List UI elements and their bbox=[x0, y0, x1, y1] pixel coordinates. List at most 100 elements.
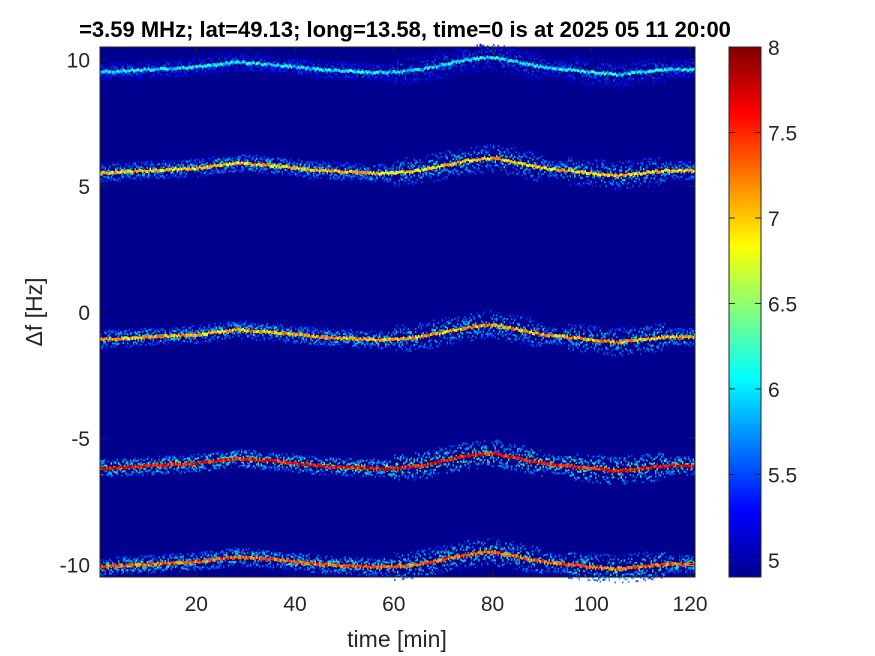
trace-core-pixel bbox=[425, 167, 427, 171]
trace-core-pixel bbox=[544, 66, 546, 70]
trace-pixel bbox=[293, 62, 295, 65]
trace-pixel bbox=[311, 160, 313, 163]
trace-pixel bbox=[586, 182, 588, 184]
trace-core-pixel bbox=[433, 166, 435, 170]
trace-pixel bbox=[679, 161, 681, 163]
trace-pixel bbox=[628, 85, 630, 88]
trace-pixel bbox=[442, 169, 444, 172]
trace-core-pixel bbox=[143, 335, 145, 339]
trace-pixel bbox=[218, 57, 220, 60]
trace-pixel bbox=[289, 60, 291, 63]
trace-pixel bbox=[385, 177, 387, 180]
trace-pixel bbox=[421, 64, 423, 67]
trace-pixel bbox=[236, 158, 238, 160]
trace-pixel bbox=[113, 342, 115, 345]
trace-core-pixel bbox=[449, 163, 451, 167]
trace-pixel bbox=[400, 177, 402, 180]
trace-pixel bbox=[607, 63, 609, 65]
trace-pixel bbox=[686, 166, 688, 168]
trace-pixel bbox=[461, 72, 463, 75]
trace-pixel bbox=[619, 83, 621, 86]
trace-pixel bbox=[508, 67, 510, 70]
trace-pixel bbox=[278, 157, 280, 160]
trace-core-pixel bbox=[356, 170, 358, 174]
trace-pixel bbox=[454, 73, 456, 76]
trace-pixel bbox=[455, 49, 457, 51]
trace-pixel bbox=[652, 174, 654, 176]
trace-pixel bbox=[113, 67, 115, 69]
trace-pixel bbox=[157, 177, 159, 180]
trace-core-pixel bbox=[185, 67, 187, 70]
trace-core-pixel bbox=[515, 59, 517, 63]
trace-pixel bbox=[428, 174, 430, 177]
trace-pixel bbox=[550, 74, 552, 77]
trace-pixel bbox=[460, 149, 462, 152]
trace-pixel bbox=[250, 164, 252, 167]
trace-core-pixel bbox=[362, 70, 364, 74]
trace-core-pixel bbox=[550, 168, 552, 172]
trace-pixel bbox=[580, 184, 582, 186]
trace-core-pixel bbox=[568, 67, 570, 71]
trace-pixel bbox=[241, 165, 243, 168]
trace-pixel bbox=[562, 62, 564, 65]
trace-pixel bbox=[350, 64, 352, 67]
trace-pixel bbox=[581, 172, 583, 175]
trace-core-pixel bbox=[209, 164, 211, 168]
trace-core-pixel bbox=[427, 67, 429, 71]
trace-pixel bbox=[197, 169, 199, 172]
trace-pixel bbox=[502, 154, 504, 157]
trace-pixel bbox=[338, 76, 340, 79]
trace-pixel bbox=[172, 64, 174, 67]
trace-pixel bbox=[538, 70, 540, 73]
trace-pixel bbox=[590, 82, 592, 85]
trace-core-pixel bbox=[565, 68, 567, 72]
trace-pixel bbox=[295, 174, 297, 177]
trace-pixel bbox=[629, 164, 631, 167]
trace-core-pixel bbox=[637, 172, 639, 176]
trace-core-pixel bbox=[104, 337, 106, 341]
trace-pixel bbox=[566, 161, 568, 164]
trace-pixel bbox=[619, 160, 621, 163]
trace-pixel bbox=[572, 161, 574, 164]
trace-pixel bbox=[175, 71, 177, 73]
trace-pixel bbox=[287, 59, 289, 62]
trace-pixel bbox=[104, 340, 106, 343]
trace-pixel bbox=[149, 338, 151, 341]
trace-pixel bbox=[464, 173, 466, 176]
trace-pixel bbox=[649, 158, 651, 161]
trace-pixel bbox=[686, 67, 688, 70]
trace-pixel bbox=[532, 73, 534, 75]
trace-pixel bbox=[590, 169, 592, 172]
trace-pixel bbox=[596, 67, 598, 70]
trace-pixel bbox=[533, 52, 535, 55]
trace-pixel bbox=[239, 68, 241, 71]
trace-pixel bbox=[587, 175, 589, 178]
trace-pixel bbox=[316, 72, 318, 75]
trace-pixel bbox=[253, 155, 255, 157]
trace-pixel bbox=[257, 57, 259, 60]
trace-pixel bbox=[373, 165, 375, 168]
trace-pixel bbox=[469, 162, 471, 165]
trace-pixel bbox=[350, 77, 352, 80]
trace-pixel bbox=[271, 170, 273, 173]
trace-pixel bbox=[226, 67, 228, 70]
trace-pixel bbox=[533, 162, 535, 164]
trace-core-pixel bbox=[371, 71, 373, 75]
trace-pixel bbox=[299, 163, 301, 166]
trace-pixel bbox=[542, 58, 544, 61]
trace-pixel bbox=[434, 56, 436, 59]
trace-pixel bbox=[682, 75, 684, 78]
trace-pixel bbox=[560, 76, 562, 79]
trace-pixel bbox=[626, 84, 628, 87]
trace-pixel bbox=[679, 62, 681, 65]
trace-pixel bbox=[128, 346, 130, 348]
trace-core-pixel bbox=[367, 171, 369, 175]
trace-pixel bbox=[454, 55, 456, 57]
trace-pixel bbox=[373, 79, 375, 82]
trace-pixel bbox=[317, 177, 319, 179]
trace-pixel bbox=[137, 65, 139, 68]
trace-pixel bbox=[484, 54, 486, 57]
trace-pixel bbox=[220, 163, 222, 166]
trace-pixel bbox=[254, 169, 256, 172]
trace-pixel bbox=[331, 68, 333, 71]
